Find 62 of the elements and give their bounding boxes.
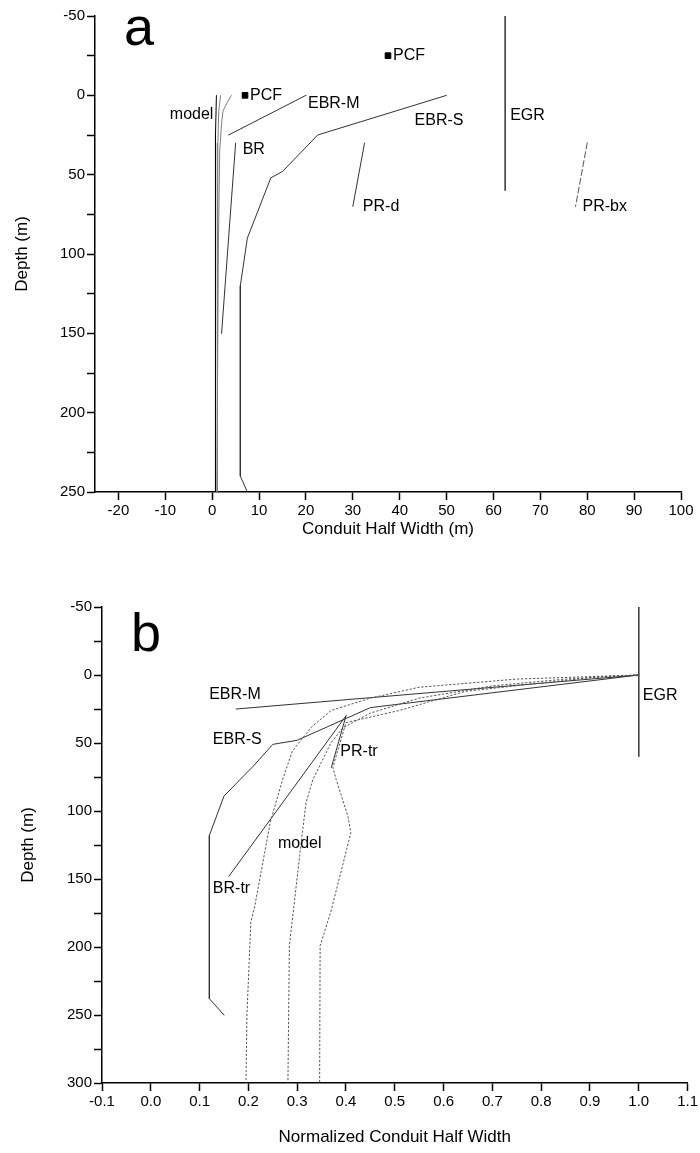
series-label: PCF	[393, 46, 426, 64]
series-label: EBR-M	[307, 93, 360, 111]
x-tick-label: 0.0	[140, 1092, 162, 1110]
series-label: EGR	[510, 106, 545, 124]
y-tick-label: 150	[66, 869, 92, 887]
y-tick-label: 250	[59, 482, 85, 500]
x-tick-label: 40	[391, 501, 409, 519]
x-tick-label: -20	[107, 501, 130, 519]
x-tick-label: 80	[578, 501, 596, 519]
y-tick-label: -50	[63, 6, 85, 24]
x-tick-label: 60	[485, 501, 502, 519]
y-tick-label: 200	[66, 937, 92, 955]
series-label: model	[169, 104, 214, 122]
y-tick-label: 250	[66, 1005, 92, 1023]
y-tick-label: 50	[75, 733, 92, 751]
chart-title: b	[131, 602, 162, 662]
y-tick-label: 200	[59, 402, 85, 420]
x-axis-title: Conduit Half Width (m)	[302, 519, 474, 539]
x-tick-label: 0.5	[384, 1092, 406, 1110]
x-tick-label: -10	[154, 501, 177, 519]
x-tick-label: 0.1	[189, 1092, 211, 1110]
x-tick-label: 20	[297, 501, 315, 519]
x-tick-label: 0.9	[579, 1092, 601, 1110]
x-tick-label: 0.2	[237, 1092, 259, 1110]
y-tick-label: 150	[59, 323, 85, 341]
y-tick-label: 100	[59, 244, 85, 262]
series-label: BR-tr	[212, 878, 251, 896]
x-tick-label: 0.7	[481, 1092, 503, 1110]
y-tick-label: 0	[76, 85, 85, 103]
x-tick-label: 90	[625, 501, 643, 519]
y-axis-title: Depth (m)	[11, 216, 31, 292]
x-axis-title: Normalized Conduit Half Width	[278, 1127, 511, 1147]
x-tick-label: 1.1	[677, 1092, 698, 1110]
x-tick-label: 70	[532, 501, 549, 519]
x-tick-label: 50	[438, 501, 455, 519]
y-axis-title: Depth (m)	[17, 807, 37, 883]
series-label: model	[277, 834, 322, 852]
series-label: PR-d	[362, 196, 400, 214]
y-tick-label: 100	[66, 801, 92, 819]
x-tick-label: 0.8	[530, 1092, 552, 1110]
series-label: PR-tr	[340, 741, 379, 759]
text: PCF	[250, 85, 283, 103]
series-label: BR	[242, 140, 265, 158]
y-tick-label: 300	[66, 1073, 92, 1091]
x-tick-label: 0.4	[335, 1092, 357, 1110]
y-tick-label: -50	[70, 597, 92, 615]
y-tick-label: 0	[83, 665, 92, 683]
series-label: PR-bx	[582, 196, 627, 214]
series-label: EBR-S	[414, 110, 464, 128]
x-tick-label: 1.0	[628, 1092, 650, 1110]
x-tick-label: -0.1	[89, 1092, 115, 1110]
series-label: EGR	[642, 686, 678, 704]
x-tick-label: 100	[668, 501, 694, 519]
series-label: EBR-M	[209, 685, 261, 703]
y-tick-label: 50	[68, 164, 85, 182]
x-tick-label: 10	[250, 501, 268, 519]
chart-title: a	[124, 0, 155, 56]
series-label: EBR-S	[212, 729, 262, 747]
x-tick-label: 0.3	[286, 1092, 308, 1110]
x-tick-label: 0	[208, 501, 217, 519]
x-tick-label: 30	[344, 501, 362, 519]
x-tick-label: 0.6	[433, 1092, 455, 1110]
